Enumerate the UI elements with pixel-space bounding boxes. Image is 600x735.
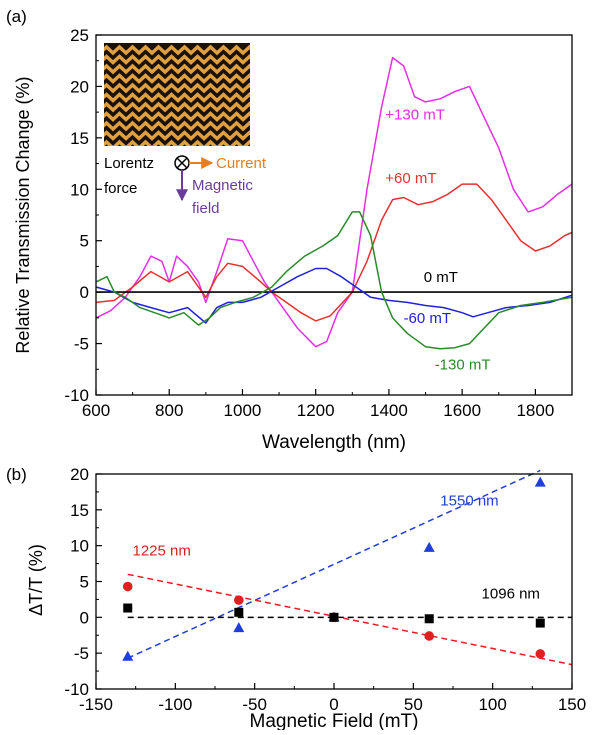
data-point-circle [535,649,546,659]
y-tick-label: 5 [80,573,89,592]
series-label: 0 mT [424,269,458,286]
y-tick-label: 15 [70,501,89,520]
y-tick-label: 20 [70,465,89,484]
data-point-square [535,618,545,628]
y-tick-label: 10 [70,537,89,556]
x-tick-label: 100 [478,695,506,714]
data-point-triangle [534,476,546,487]
fit-line [127,573,573,666]
x-tick-label: -50 [242,695,267,714]
y-tick-label: -10 [64,680,89,699]
panel-b-x-axis-label: Magnetic Field (mT) [250,711,419,730]
data-point-square [424,614,434,624]
y-tick-label: -5 [74,335,89,354]
x-tick-label: 1400 [370,401,408,420]
data-point-square [234,607,244,617]
data-point-triangle [423,541,435,552]
series-label: +130 mT [385,106,445,123]
panel-b-plot-area [122,469,573,666]
x-tick-label: 150 [558,695,586,714]
panel-a-x-axis-label: Wavelength (nm) [262,432,406,453]
y-tick-label: -10 [64,386,89,405]
y-tick-label: 0 [80,608,89,627]
series-line--60-mT [95,183,573,322]
x-tick-label: 600 [82,401,110,420]
y-tick-label: 25 [70,26,89,45]
data-point-circle [424,631,435,641]
x-tick-label: 1000 [224,401,262,420]
inset-magnetic-label-line2: field [192,200,220,217]
x-tick-label: 1800 [516,401,554,420]
inset-lorentz-label-line1: Lorentz [104,155,154,172]
data-point-triangle [233,622,245,633]
panel-b-y-axis-label: ΔT/T (%) [26,544,46,616]
y-tick-label: 10 [70,180,89,199]
y-tick-label: 0 [80,283,89,302]
x-tick-label: -150 [79,695,113,714]
y-tick-label: 20 [70,77,89,96]
panel-a-label: (a) [6,7,27,26]
panel-a-plot-area [95,56,573,350]
panel-a-y-axis-label: Relative Transmission Change (%) [13,76,33,353]
series-label: 1225 nm [132,543,190,560]
series-label: -130 mT [435,356,491,373]
panel-a-annotations: +130 mT +60 mT 0 mT -60 mT -130 mT [385,106,490,373]
series-label: -60 mT [404,310,452,327]
inset: Lorentz force Current Magnetic field [104,43,267,217]
y-tick-label: -5 [74,644,89,663]
fit-line [127,469,541,659]
data-point-square [123,603,133,613]
data-point-circle [234,595,244,605]
series-label: 1550 nm [440,493,498,510]
y-tick-label: 5 [80,232,89,251]
x-tick-label: 1200 [297,401,335,420]
x-tick-label: -100 [158,695,192,714]
panel-b-annotations: 1550 nm 1225 nm 1096 nm [132,493,539,603]
panel-b-label: (b) [6,465,27,484]
y-tick-label: 15 [70,129,89,148]
x-tick-label: 50 [404,695,423,714]
data-point-square [329,612,339,622]
data-point-triangle [122,650,134,661]
series-label: 1096 nm [482,586,540,603]
x-tick-label: 800 [155,401,183,420]
inset-magnetic-label-line1: Magnetic [192,177,253,194]
series-line--130-mT [95,211,573,350]
data-point-circle [122,581,133,592]
inset-current-label: Current [216,155,267,172]
series-label: +60 mT [385,170,436,187]
x-tick-label: 1600 [443,401,481,420]
x-tick-label: 0 [329,695,338,714]
panel-a: (a) 600 800 1000 1200 1400 1600 1800 -10 -5 0 5 10 1… [6,7,573,453]
series-line--130-mT [95,56,573,348]
inset-lorentz-label-line2: force [104,180,137,197]
panel-a-ticks: 600 800 1000 1200 1400 1600 1800 -10 -5 0 5 10 15 20 2… [64,26,554,420]
series-line--60-mT [95,267,573,324]
chevron-array-image [104,43,250,146]
panel-b-frame [95,473,573,690]
